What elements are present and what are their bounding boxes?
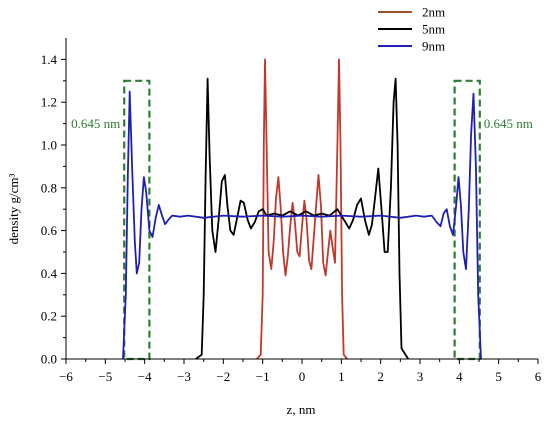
axes: −6 −5 −4 −3 −2 −1 0 1 2 3 4 5 6 0.0 0.2 0.4 0.6 0.8 1.0 1.2… [41, 38, 542, 384]
y-tick-label: 1.0 [41, 138, 57, 153]
x-tick-label: −4 [138, 369, 152, 384]
y-tick-label: 0.4 [41, 266, 58, 281]
x-axis-title: z, nm [287, 402, 316, 417]
x-tick-label: 4 [456, 369, 463, 384]
x-tick-label: −3 [177, 369, 191, 384]
x-tick-label: −1 [256, 369, 270, 384]
x-tick-label: 0 [299, 369, 306, 384]
y-tick-label: 1.2 [41, 95, 57, 110]
y-axis-title: density g/cm³ [6, 174, 21, 245]
x-tick-label: −6 [59, 369, 73, 384]
legend: 2nm 5nm 9nm [378, 5, 445, 54]
y-tick-label: 0.6 [41, 223, 58, 238]
x-tick-label: 5 [495, 369, 502, 384]
series-layer [122, 58, 482, 360]
x-tick-label: 3 [417, 369, 424, 384]
y-tick-label: 0.2 [41, 309, 57, 324]
legend-label: 5nm [422, 22, 445, 37]
legend-label: 9nm [422, 39, 445, 54]
x-tick-label: 6 [535, 369, 542, 384]
y-tick-label: 0.8 [41, 180, 57, 195]
legend-label: 2nm [422, 5, 445, 20]
x-tick-label: −5 [98, 369, 112, 384]
annotation-box [123, 79, 151, 361]
x-tick-label: −2 [216, 369, 230, 384]
series-line-9nm [122, 90, 482, 360]
y-tick-label: 1.4 [41, 52, 58, 67]
y-tick-label: 0.0 [41, 352, 57, 367]
series-line-2nm [256, 58, 348, 360]
annotation-label: 0.645 nm [71, 116, 120, 131]
x-tick-label: 2 [377, 369, 384, 384]
x-tick-label: 1 [338, 369, 345, 384]
annotation-label: 0.645 nm [484, 116, 533, 131]
